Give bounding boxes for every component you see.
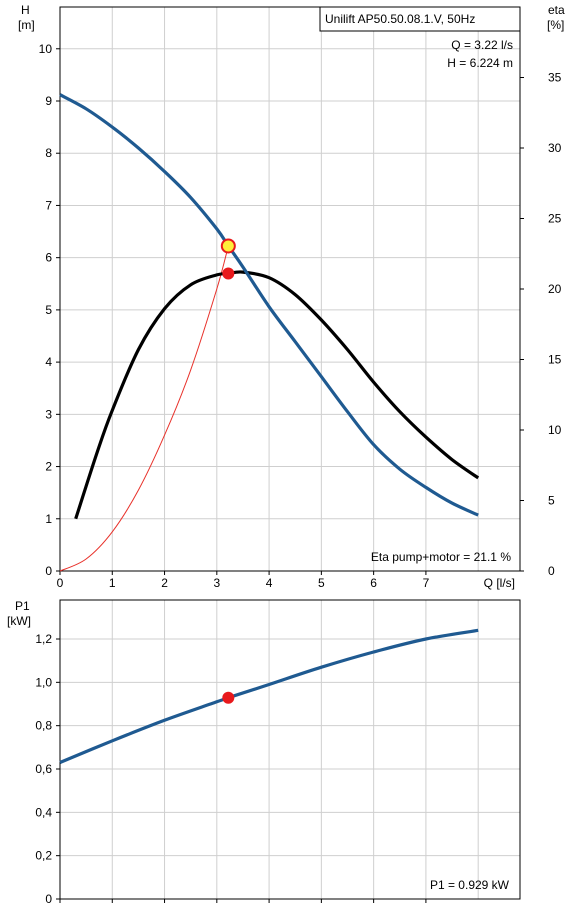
h-axis-unit: [m] [18, 18, 35, 32]
eta-axis-unit: [%] [547, 18, 564, 32]
p1-curve [59, 628, 479, 764]
eta-tick-label: 25 [548, 212, 562, 226]
h-tick-label: 5 [45, 303, 52, 317]
h-tick-label: 7 [45, 198, 52, 212]
top-plot-ticks: 0 1 2 3 4 5 6 7 0 1 2 3 4 5 6 7 8 9 10 0 5 10 15 20 25 30 35 [39, 42, 562, 590]
x-tick-label: 5 [318, 576, 325, 590]
bottom-plot-frame [59, 599, 521, 900]
p1-tick-label: 1,0 [35, 675, 52, 689]
eta-operating-point [222, 267, 235, 280]
p1-tick-label: 0,2 [35, 849, 52, 863]
p1-axis-unit: [kW] [7, 614, 31, 628]
h-tick-label: 3 [45, 407, 52, 421]
h-tick-label: 0 [45, 564, 52, 578]
x-tick-label: 1 [109, 576, 116, 590]
x-tick-label: 3 [213, 576, 220, 590]
system-curve [59, 245, 229, 572]
eta-tick-label: 15 [548, 353, 562, 367]
p1-tick-label: 1,2 [35, 632, 52, 646]
h-tick-label: 10 [39, 42, 53, 56]
top-plot-grid [60, 7, 520, 571]
title-box [319, 6, 521, 32]
x-tick-label: 4 [266, 576, 273, 590]
p1-tick-label: 0 [45, 892, 52, 906]
p1-axis-label: P1 [15, 599, 30, 613]
eta-tick-label: 30 [548, 141, 562, 155]
eta-axis-label: eta [548, 3, 565, 17]
x-tick-label: 2 [161, 576, 168, 590]
h-tick-label: 2 [45, 460, 52, 474]
h-axis-label: H [21, 3, 30, 17]
eta-tick-label: 5 [548, 494, 555, 508]
eta-tick-label: 0 [548, 564, 555, 578]
bottom-plot-ticks: 0 0,2 0,4 0,6 0,8 1,0 1,2 [35, 632, 427, 906]
curve-layer [59, 93, 480, 764]
p1-tick-label: 0,6 [35, 762, 52, 776]
h-operating-point [220, 238, 236, 254]
q-readout: Q = 3.22 l/s [451, 38, 513, 52]
bottom-plot-grid [60, 600, 520, 899]
marker-layer [220, 238, 236, 704]
h-tick-label: 9 [45, 94, 52, 108]
p1-tick-label: 0,4 [35, 805, 52, 819]
h-tick-label: 6 [45, 251, 52, 265]
eta-curve [74, 270, 480, 520]
p1-operating-point [222, 691, 235, 704]
eta-tick-label: 35 [548, 71, 562, 85]
p1-readout: P1 = 0.929 kW [430, 878, 510, 892]
eta-readout: Eta pump+motor = 21.1 % [371, 550, 511, 564]
h-tick-label: 1 [45, 512, 52, 526]
x-tick-label: 0 [57, 576, 64, 590]
p1-tick-label: 0,8 [35, 719, 52, 733]
h-q-curve [59, 93, 479, 517]
q-axis-label: Q [l/s] [484, 576, 515, 590]
h-tick-label: 8 [45, 146, 52, 160]
h-tick-label: 4 [45, 355, 52, 369]
x-tick-label: 7 [423, 576, 430, 590]
eta-tick-label: 20 [548, 282, 562, 296]
eta-tick-label: 10 [548, 423, 562, 437]
x-tick-label: 6 [370, 576, 377, 590]
chart-title: Unilift AP50.50.08.1.V, 50Hz [325, 12, 475, 26]
h-readout: H = 6.224 m [447, 56, 513, 70]
